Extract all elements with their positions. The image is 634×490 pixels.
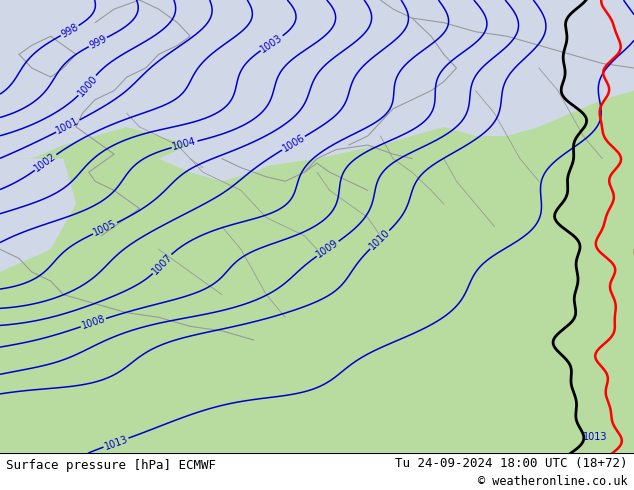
Text: 1002: 1002 (33, 151, 58, 174)
Polygon shape (158, 136, 285, 181)
Text: 1008: 1008 (80, 314, 107, 331)
Text: 1003: 1003 (259, 32, 285, 54)
Text: 998: 998 (59, 22, 80, 40)
Text: 1009: 1009 (314, 238, 340, 260)
Text: 1007: 1007 (150, 252, 174, 276)
Polygon shape (0, 0, 634, 168)
Text: 999: 999 (87, 33, 108, 50)
Text: 1006: 1006 (280, 132, 307, 154)
Text: 1005: 1005 (92, 219, 119, 238)
Text: 1001: 1001 (55, 116, 81, 136)
Text: 1000: 1000 (75, 73, 100, 98)
Polygon shape (0, 0, 76, 272)
Text: © weatheronline.co.uk: © weatheronline.co.uk (478, 475, 628, 489)
Text: 1013: 1013 (583, 432, 608, 441)
Polygon shape (412, 0, 634, 136)
Text: 1013: 1013 (103, 434, 129, 451)
Text: 1010: 1010 (368, 227, 392, 252)
Text: Surface pressure [hPa] ECMWF: Surface pressure [hPa] ECMWF (6, 459, 216, 471)
Text: Tu 24-09-2024 18:00 UTC (18+72): Tu 24-09-2024 18:00 UTC (18+72) (395, 457, 628, 470)
Text: 1004: 1004 (171, 136, 198, 152)
